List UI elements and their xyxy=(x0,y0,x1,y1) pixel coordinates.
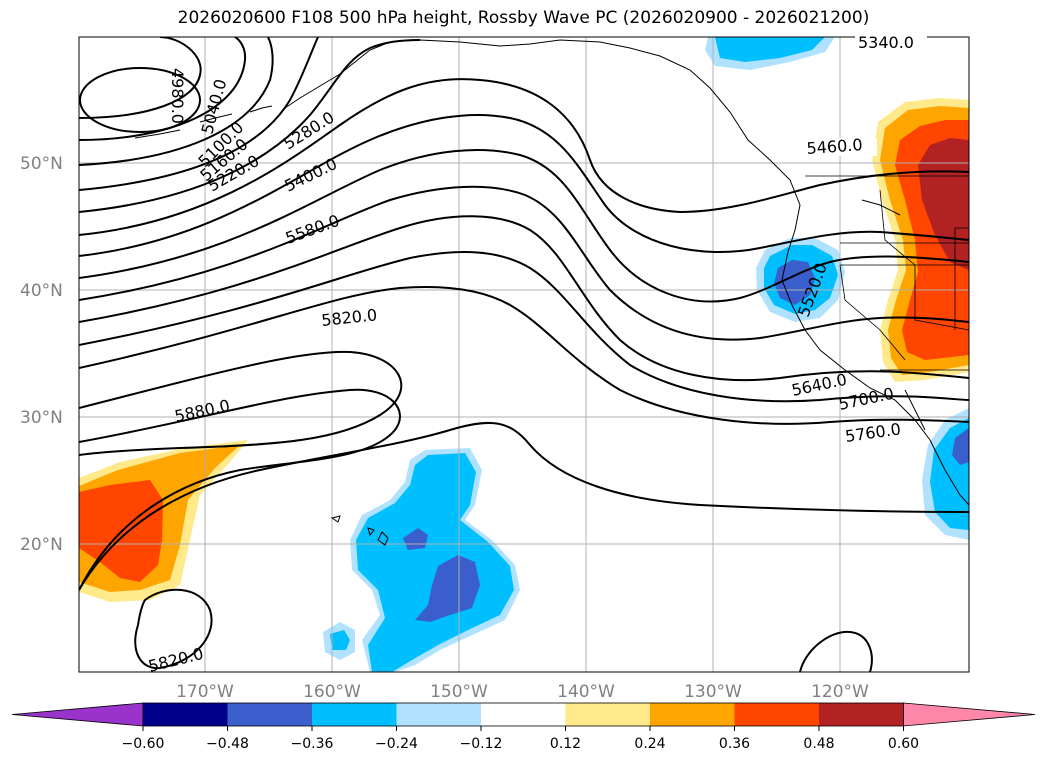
colorbar-segment xyxy=(819,703,904,726)
colorbar-frame xyxy=(142,702,904,727)
longitude-labels: 170°W 160°W 150°W 140°W 130°W 120°W xyxy=(176,682,869,702)
lon-label: 140°W xyxy=(557,682,615,702)
colorbar-segment xyxy=(312,703,397,726)
negative-anomaly-hawaii xyxy=(356,453,514,672)
colorbar-segment xyxy=(565,703,651,726)
contour-label: 4980.0 xyxy=(168,68,187,124)
height-contours xyxy=(79,37,969,672)
lon-label: 170°W xyxy=(176,682,234,702)
colorbar-tick-label: −0.48 xyxy=(206,736,249,752)
colorbar: −0.60 −0.48 −0.36 −0.24 −0.12 0.12 0.24 0.36 0.4… xyxy=(11,702,1036,752)
colorbar-segment xyxy=(650,703,735,726)
negative-anomaly-mexico xyxy=(952,428,969,465)
colorbar-tick-label: 0.24 xyxy=(634,736,665,752)
colorbar-segment xyxy=(227,703,313,726)
map-title: 2026020600 F108 500 hPa height, Rossby W… xyxy=(177,8,870,28)
colorbar-tick-label: 0.12 xyxy=(550,736,581,752)
political-borders xyxy=(805,175,969,371)
negative-anomaly-small xyxy=(330,630,350,650)
anomaly-shading xyxy=(79,37,969,672)
colorbar-tick-label: −0.24 xyxy=(375,736,418,752)
colorbar-tick-label: −0.12 xyxy=(460,736,503,752)
lat-label: 30°N xyxy=(20,408,63,428)
map-frame xyxy=(78,36,970,673)
negative-anomaly-hawaii xyxy=(415,555,480,622)
lon-label: 130°W xyxy=(684,682,742,702)
lon-label: 150°W xyxy=(430,682,488,702)
colorbar-segment xyxy=(481,703,566,726)
colorbar-tick-label: −0.36 xyxy=(291,736,334,752)
colorbar-extend-low xyxy=(11,702,144,727)
lon-label: 120°W xyxy=(811,682,869,702)
lat-label: 50°N xyxy=(20,154,63,174)
contour-label: 5340.0 xyxy=(858,33,914,52)
colorbar-segment xyxy=(396,703,482,726)
colorbar-tick-label: 0.60 xyxy=(888,736,919,752)
colorbar-tick-label: 0.36 xyxy=(719,736,750,752)
negative-anomaly-north xyxy=(715,37,825,62)
low-contour-4980 xyxy=(79,67,201,133)
contour-label: 5460.0 xyxy=(806,135,863,158)
lon-label: 160°W xyxy=(303,682,361,702)
lat-label: 20°N xyxy=(20,535,63,555)
colorbar-segment xyxy=(143,703,228,726)
latitude-labels: 50°N 40°N 30°N 20°N xyxy=(20,154,63,555)
colorbar-tick-label: 0.48 xyxy=(803,736,834,752)
colorbar-extend-high xyxy=(903,702,1036,727)
colorbar-tick-label: −0.60 xyxy=(122,736,165,752)
lat-label: 40°N xyxy=(20,281,63,301)
colorbar-segment xyxy=(734,703,820,726)
